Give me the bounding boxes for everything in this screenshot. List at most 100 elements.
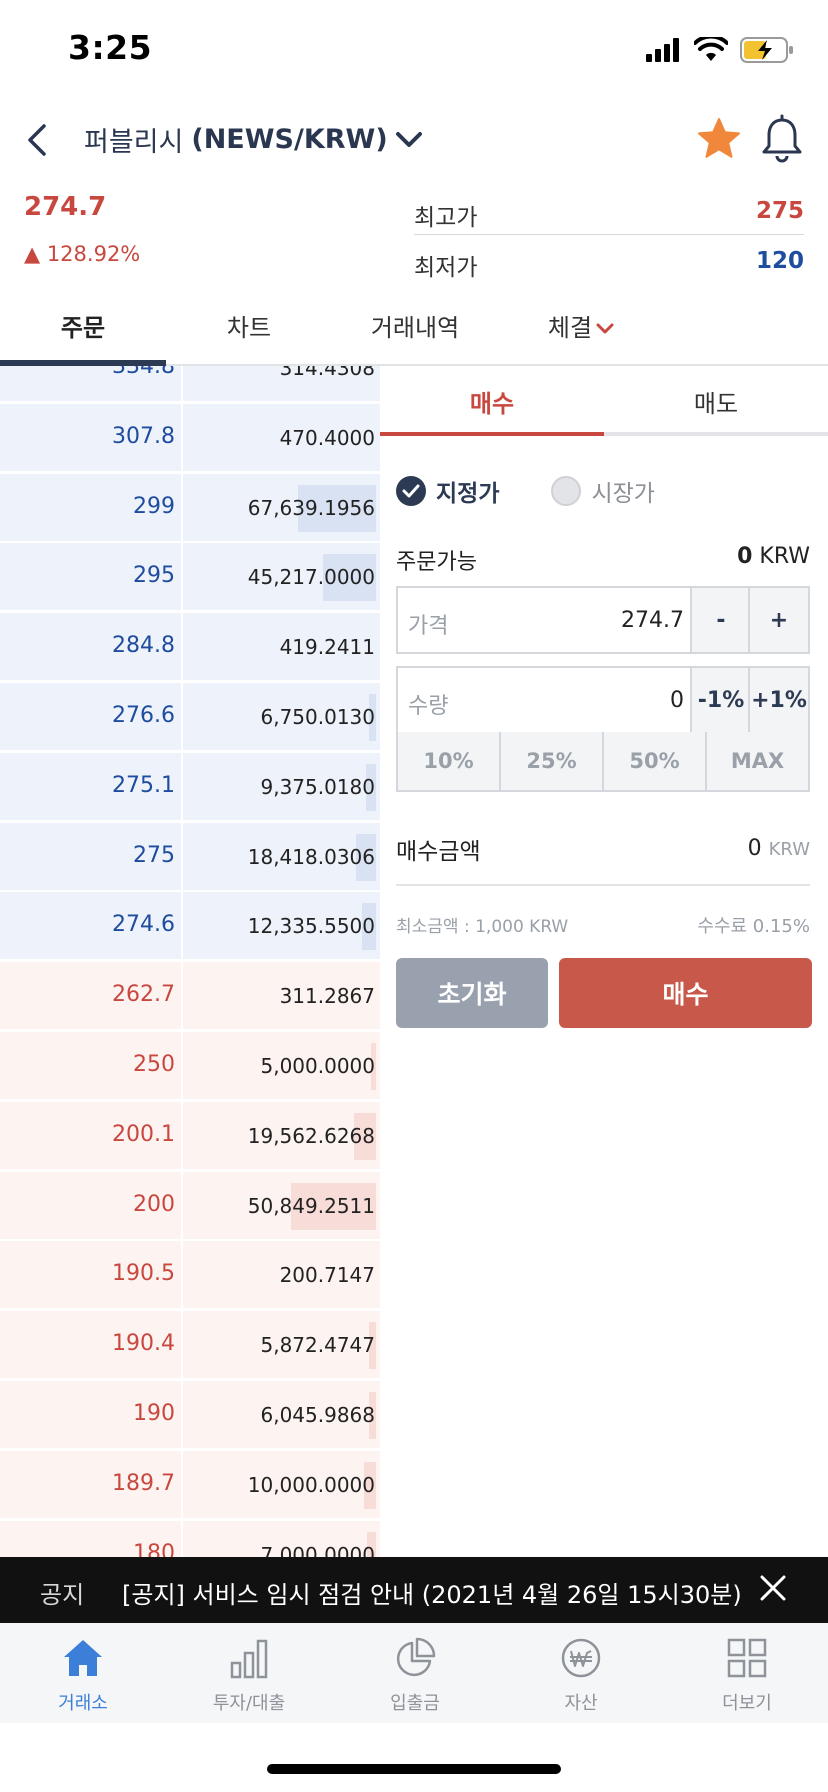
orderbook-price[interactable]: 250 [133, 1052, 175, 1077]
nav-invest-loan[interactable]: 투자/대출 [166, 1623, 332, 1723]
orderbook-column-divider [181, 473, 183, 543]
order-type-radio-group: 지정가 시장가 [396, 474, 655, 508]
tab-executions[interactable]: 체결 [498, 308, 664, 343]
orderbook-quantity: 12,335.5500 [247, 914, 375, 939]
orderbook-depth-bar [369, 1322, 376, 1370]
price-decrease-button[interactable]: - [690, 588, 750, 652]
orderbook-bid-row[interactable]: 200.1 19,562.6268 [0, 1101, 380, 1171]
tab-chart[interactable]: 차트 [166, 308, 332, 343]
orderbook-bid-row[interactable]: 190 6,045.9868 [0, 1381, 380, 1450]
pct-25-button[interactable]: 25% [501, 732, 604, 790]
orderbook-depth-bar [367, 1531, 376, 1558]
tab-order[interactable]: 주문 [0, 308, 166, 343]
orderbook-price[interactable]: 275.1 [112, 772, 175, 798]
orderbook-quantity: 7,000.0000 [260, 1542, 375, 1558]
orderbook-price[interactable]: 276.6 [112, 703, 175, 728]
pct-10-button[interactable]: 10% [398, 732, 501, 790]
buy-amount-unit: KRW [768, 839, 810, 860]
notice-bar[interactable]: 공지 [공지] 서비스 임시 점검 안내 (2021년 4월 26일 15시30… [0, 1557, 828, 1623]
orderbook-price[interactable]: 334.8 [112, 366, 175, 379]
quantity-field[interactable]: 수량 0 -1% +1% [396, 666, 810, 734]
quantity-input[interactable]: 0 [670, 688, 684, 713]
orderbook-price[interactable]: 284.8 [112, 633, 175, 659]
orderbook-column-divider [181, 1101, 183, 1171]
orderbook-ask-row[interactable]: 295 45,217.0000 [0, 543, 380, 613]
orderbook-column-divider [181, 683, 183, 752]
orderbook-price[interactable]: 299 [133, 493, 175, 519]
quantity-minus-1pct-button[interactable]: -1% [690, 668, 750, 732]
orderbook-quantity: 67,639.1956 [247, 495, 375, 520]
nav-deposit-withdraw[interactable]: 입출금 [332, 1623, 498, 1723]
orderbook-price[interactable]: 200.1 [112, 1121, 175, 1147]
orderbook-price[interactable]: 200 [133, 1191, 175, 1217]
tab-trade-history[interactable]: 거래내역 [332, 308, 498, 343]
price-input[interactable]: 274.7 [621, 608, 684, 633]
orderbook-quantity: 5,000.0000 [260, 1054, 375, 1078]
notice-text[interactable]: [공지] 서비스 임시 점검 안내 (2021년 4월 26일 15시30분) [122, 1581, 742, 1609]
orderbook-bid-row[interactable]: 190.5 200.7147 [0, 1241, 380, 1311]
notification-bell-icon[interactable] [760, 114, 804, 164]
available-amount: 0 [737, 544, 753, 569]
orderbook-bid-row[interactable]: 189.7 10,000.0000 [0, 1450, 380, 1520]
high-price-value: 275 [755, 198, 804, 224]
orderbook-price[interactable]: 190 [133, 1401, 175, 1426]
orderbook-price[interactable]: 275 [133, 842, 175, 868]
back-chevron-icon[interactable] [18, 116, 58, 164]
orderbook-bid-row[interactable]: 250 5,000.0000 [0, 1032, 380, 1101]
orderbook-price[interactable]: 295 [133, 563, 175, 589]
orderbook-price[interactable]: 274.6 [112, 912, 175, 938]
orderbook-ask-row[interactable]: 275.1 9,375.0180 [0, 752, 380, 822]
orderbook-ask-row[interactable]: 307.8 470.4000 [0, 403, 380, 473]
orderbook-ask-row[interactable]: 334.8 314.4308 [0, 366, 380, 403]
tab-sell[interactable]: 매도 [693, 390, 739, 418]
reset-button[interactable]: 초기화 [396, 958, 548, 1028]
orderbook-price[interactable]: 189.7 [112, 1470, 175, 1496]
orderbook-ask-row[interactable]: 284.8 419.2411 [0, 613, 380, 683]
orderbook-ask-row[interactable]: 276.6 6,750.0130 [0, 683, 380, 752]
nav-more[interactable]: 더보기 [664, 1623, 828, 1723]
orderbook-ask-row[interactable]: 299 67,639.1956 [0, 473, 380, 543]
tab-chart-label: 차트 [226, 314, 272, 342]
nav-assets[interactable]: 자산 [498, 1623, 664, 1723]
wifi-icon [694, 37, 728, 61]
order-book[interactable]: 334.8 314.4308 307.8 470.4000 299 67,639.1956… [0, 366, 380, 1558]
market-order-label[interactable]: 시장가 [591, 481, 655, 507]
orderbook-quantity: 6,750.0130 [260, 705, 375, 729]
orderbook-bid-row[interactable]: 180 7,000.0000 [0, 1520, 380, 1558]
coin-selector[interactable]: 퍼블리시 (NEWS/KRW) [84, 120, 424, 159]
buy-button[interactable]: 매수 [559, 958, 812, 1028]
orderbook-depth-bar [298, 484, 376, 532]
pct-max-button[interactable]: MAX [730, 749, 785, 773]
home-indicator [267, 1764, 561, 1774]
orderbook-bid-row[interactable]: 262.7 311.2867 [0, 962, 380, 1032]
tab-buy[interactable]: 매수 [469, 390, 515, 418]
quantity-plus-1pct-button[interactable]: +1% [748, 668, 808, 732]
price-increase-button[interactable]: + [748, 588, 808, 652]
orderbook-price[interactable]: 307.8 [112, 423, 175, 449]
orderbook-price[interactable]: 190.4 [112, 1331, 175, 1357]
price-field[interactable]: 가격 274.7 - + [396, 586, 810, 654]
orderbook-ask-row[interactable]: 274.6 12,335.5500 [0, 892, 380, 962]
won-coin-icon [561, 1638, 601, 1678]
orderbook-quantity: 314.4308 [279, 366, 375, 380]
limit-order-radio[interactable] [396, 476, 426, 506]
tab-order-label: 주문 [60, 314, 106, 342]
nav-invest-loan-label: 투자/대출 [212, 1693, 286, 1714]
close-icon[interactable] [758, 1573, 788, 1603]
buy-amount-number: 0 [747, 836, 762, 861]
limit-order-label[interactable]: 지정가 [436, 481, 500, 507]
market-order-radio[interactable] [551, 476, 582, 506]
orderbook-column-divider [181, 1450, 183, 1520]
nav-exchange[interactable]: 거래소 [0, 1623, 166, 1723]
orderbook-price[interactable]: 190.5 [112, 1261, 175, 1287]
orderbook-price[interactable]: 180 [133, 1540, 175, 1558]
orderbook-quantity: 10,000.0000 [247, 1472, 375, 1497]
pct-50-button[interactable]: 50% [604, 732, 707, 790]
orderbook-price[interactable]: 262.7 [112, 982, 175, 1008]
favorite-star-icon[interactable] [696, 116, 742, 162]
buy-amount-row: 매수금액 0 KRW [396, 826, 810, 886]
orderbook-bid-row[interactable]: 200 50,849.2511 [0, 1171, 380, 1241]
orderbook-ask-row[interactable]: 275 18,418.0306 [0, 822, 380, 892]
orderbook-bid-row[interactable]: 190.4 5,872.4747 [0, 1311, 380, 1381]
orderbook-depth-bar [362, 903, 376, 951]
